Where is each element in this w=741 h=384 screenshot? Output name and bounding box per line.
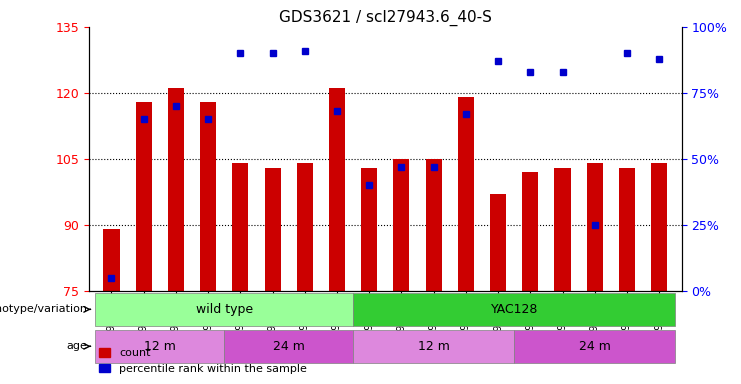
Bar — [168, 88, 184, 291]
Bar — [200, 102, 216, 291]
FancyBboxPatch shape — [96, 293, 353, 326]
Bar — [393, 159, 410, 291]
Bar — [104, 229, 119, 291]
Bar — [522, 172, 539, 291]
Bar — [329, 88, 345, 291]
Bar — [458, 97, 474, 291]
FancyBboxPatch shape — [514, 330, 675, 363]
Bar — [490, 194, 506, 291]
FancyBboxPatch shape — [353, 293, 675, 326]
FancyBboxPatch shape — [96, 330, 225, 363]
Text: genotype/variation: genotype/variation — [0, 305, 87, 314]
Title: GDS3621 / scl27943.6_40-S: GDS3621 / scl27943.6_40-S — [279, 9, 492, 25]
Text: 24 m: 24 m — [579, 340, 611, 353]
Bar — [136, 102, 152, 291]
FancyBboxPatch shape — [225, 330, 353, 363]
Bar — [425, 159, 442, 291]
FancyBboxPatch shape — [353, 330, 514, 363]
Bar — [587, 163, 602, 291]
Text: 12 m: 12 m — [144, 340, 176, 353]
Bar — [554, 168, 571, 291]
Bar — [265, 168, 281, 291]
Text: YAC128: YAC128 — [491, 303, 538, 316]
Bar — [296, 163, 313, 291]
Bar — [232, 163, 248, 291]
Legend: count, percentile rank within the sample: count, percentile rank within the sample — [94, 344, 311, 379]
Text: wild type: wild type — [196, 303, 253, 316]
Text: age: age — [67, 341, 87, 351]
Text: 12 m: 12 m — [418, 340, 450, 353]
Bar — [651, 163, 667, 291]
Text: 24 m: 24 m — [273, 340, 305, 353]
Bar — [361, 168, 377, 291]
Bar — [619, 168, 635, 291]
